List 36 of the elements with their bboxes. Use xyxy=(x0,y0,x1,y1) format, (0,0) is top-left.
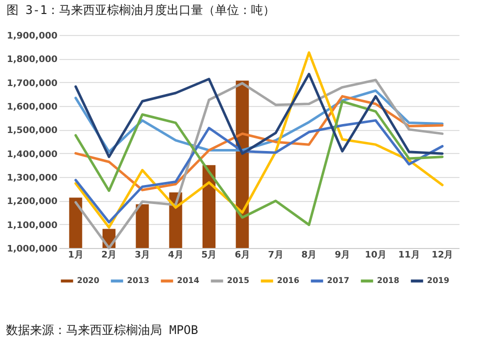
legend-label: 2017 xyxy=(327,276,350,285)
legend-label: 2014 xyxy=(177,276,200,285)
y-tick-label: 1,000,000 xyxy=(6,244,58,254)
y-tick-label: 1,400,000 xyxy=(6,150,58,160)
y-tick-label: 1,100,000 xyxy=(6,220,58,231)
line-series xyxy=(74,119,444,224)
x-tick-label: 2月 xyxy=(101,250,117,260)
x-tick-label: 8月 xyxy=(301,250,317,260)
line-series xyxy=(74,100,444,226)
x-tick-label: 9月 xyxy=(334,250,350,260)
x-tick-label: 11月 xyxy=(398,250,420,260)
legend-label: 2019 xyxy=(427,276,450,285)
y-tick-label: 1,600,000 xyxy=(6,102,58,112)
y-tick-label: 1,900,000 xyxy=(6,32,58,42)
x-tick-label: 6月 xyxy=(234,250,250,260)
x-tick-label: 3月 xyxy=(134,250,150,260)
y-tick-label: 1,200,000 xyxy=(6,197,58,208)
x-tick-label: 10月 xyxy=(364,250,386,260)
x-tick-label: 4月 xyxy=(168,250,184,260)
line-series xyxy=(74,78,444,250)
line-series xyxy=(74,72,444,158)
legend-label: 2016 xyxy=(277,276,300,285)
x-tick-label: 5月 xyxy=(201,250,217,260)
x-tick-label: 7月 xyxy=(268,250,284,260)
x-tick-label: 12月 xyxy=(432,250,454,260)
legend-label: 2018 xyxy=(377,276,400,285)
legend-label: 2020 xyxy=(77,276,100,285)
y-tick-label: 1,700,000 xyxy=(6,78,58,89)
x-tick-label: 1月 xyxy=(68,250,84,260)
legend-label: 2015 xyxy=(227,276,250,285)
y-tick-label: 1,500,000 xyxy=(6,126,58,136)
source-note: 数据来源：马来西亚棕榈油局 MPOB xyxy=(6,322,198,339)
legend-label: 2013 xyxy=(127,276,150,285)
y-tick-label: 1,800,000 xyxy=(6,55,58,66)
chart-title: 图 3-1：马来西亚棕榈油月度出口量（单位：吨） xyxy=(6,3,276,17)
y-tick-label: 1,300,000 xyxy=(6,174,58,184)
